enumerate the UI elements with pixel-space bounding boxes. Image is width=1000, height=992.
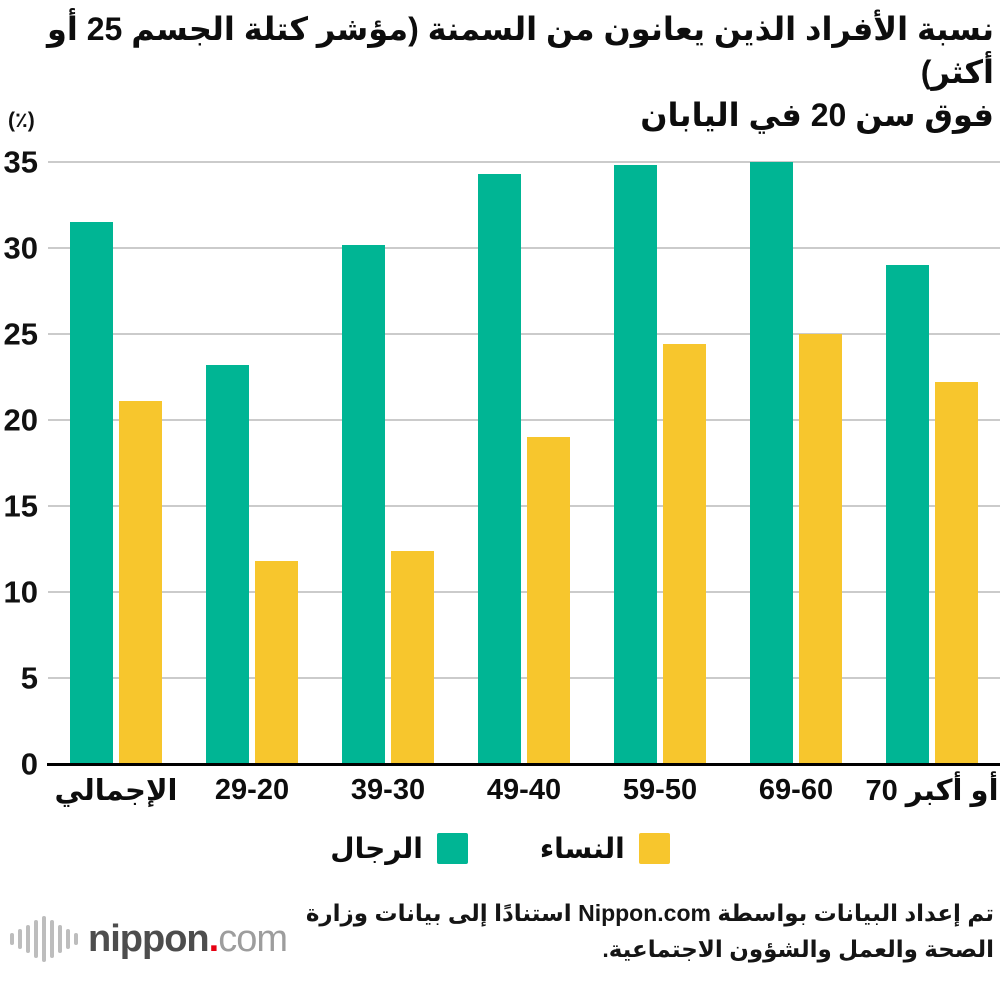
bar-chart: 0 5 10 15 20 25 30 35: [0, 147, 1000, 780]
logo-dot: .: [208, 917, 220, 960]
y-tick-label-0: 0: [20, 746, 38, 782]
bar-group-1: [184, 162, 320, 764]
chart-title-line2: فوق سن 20 في اليابان: [640, 96, 994, 133]
x-tick-label-2: 39-30: [350, 773, 426, 806]
legend-men-label: الرجال: [330, 832, 423, 864]
bar-men-2: [342, 244, 385, 764]
bar-men-6: [886, 265, 929, 764]
bar-group-4: [592, 162, 728, 764]
bar-women-4: [663, 344, 706, 764]
bar-group-6: [864, 162, 1000, 764]
x-tick-label-4: 59-50: [622, 773, 698, 806]
y-tick-label-20: 20: [3, 402, 38, 438]
y-tick-label-15: 15: [3, 488, 38, 524]
gridline-30: [48, 247, 1000, 249]
bar-women-1: [255, 561, 298, 764]
gridline-10: [48, 591, 1000, 594]
nippon-logo-text: nippon.com: [88, 917, 288, 961]
y-axis-labels: 0 5 10 15 20 25 30 35: [0, 147, 42, 780]
bar-group-3: [456, 162, 592, 764]
y-tick-label-10: 10: [3, 574, 38, 610]
nippon-logo-bars-icon: [10, 915, 78, 963]
y-tick-label-35: 35: [3, 144, 38, 180]
bar-women-0: [119, 401, 162, 764]
legend-men-swatch: [436, 832, 468, 864]
x-tick-label-6: 70 أو أكبر: [865, 774, 999, 807]
x-axis-labels: الإجمالي 29-20 39-30 49-40 59-50 69-60 70 أو أ…: [48, 764, 1000, 816]
x-tick-label-1: 29-20: [214, 773, 290, 806]
legend: الرجال النساء: [0, 828, 1000, 868]
x-tick-label-5: 69-60: [758, 773, 834, 806]
bar-group-2: [320, 162, 456, 764]
legend-item-men: الرجال: [330, 832, 468, 865]
gridline-35: [48, 161, 1000, 163]
unit-row: (٪): [0, 98, 1000, 162]
bar-men-5: [750, 162, 793, 764]
y-tick-label-5: 5: [20, 660, 38, 696]
legend-item-women: النساء: [540, 832, 670, 865]
bar-women-6: [935, 382, 978, 764]
bar-men-3: [478, 174, 521, 764]
bar-men-1: [206, 364, 249, 764]
legend-women-swatch: [638, 832, 670, 864]
gridline-25: [48, 333, 1000, 335]
bar-group-5: [728, 162, 864, 764]
logo-com: com: [218, 917, 288, 960]
source-note: تم إعداد البيانات بواسطة Nippon.com استن…: [305, 900, 994, 962]
nippon-logo: nippon.com: [10, 915, 288, 967]
y-tick-label-25: 25: [3, 316, 38, 352]
x-tick-label-0: الإجمالي: [54, 774, 178, 807]
bar-women-3: [527, 437, 570, 764]
bar-men-0: [70, 222, 113, 764]
chart-title-line1: نسبة الأفراد الذين يعانون من السمنة (مؤش…: [46, 11, 994, 90]
gridline-20: [48, 419, 1000, 422]
bars-area: [48, 162, 1000, 764]
x-axis-line: [47, 763, 1000, 766]
bar-women-5: [799, 334, 842, 764]
bar-group-0: [48, 162, 184, 764]
x-tick-label-3: 49-40: [486, 773, 562, 806]
chart-title: نسبة الأفراد الذين يعانون من السمنة (مؤش…: [0, 0, 1000, 133]
gridline-15: [48, 505, 1000, 507]
y-axis-unit-label: (٪): [8, 109, 35, 132]
footer: nippon.com تم إعداد البيانات بواسطة Nipp…: [0, 896, 1000, 967]
legend-women-label: النساء: [539, 832, 625, 864]
bar-men-4: [614, 165, 657, 764]
gridline-5: [48, 677, 1000, 680]
y-tick-label-30: 30: [3, 230, 38, 266]
bar-women-2: [391, 550, 434, 764]
logo-name: nippon: [88, 917, 210, 960]
